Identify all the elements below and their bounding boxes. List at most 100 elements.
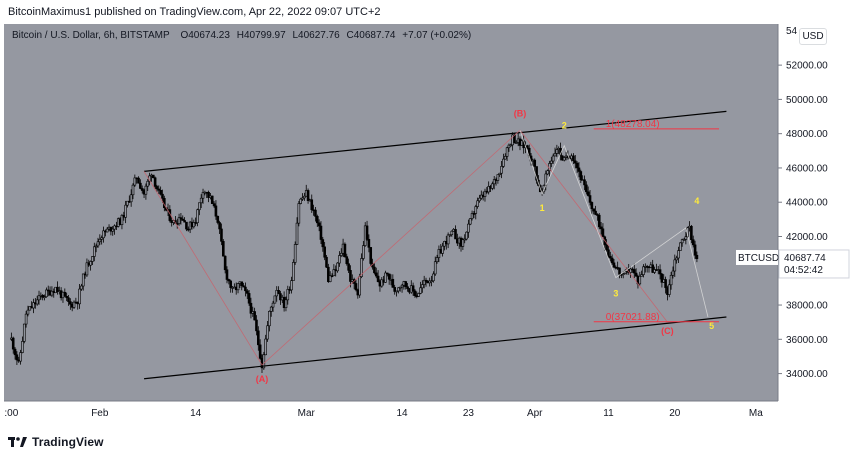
candle-body: [424, 279, 428, 282]
candle-body: [339, 252, 343, 256]
candle-body: [671, 270, 675, 276]
x-tick-label: 23: [463, 408, 475, 419]
candle-body: [41, 294, 45, 298]
candle-body: [67, 297, 70, 302]
candle-body: [667, 284, 671, 295]
candle-body: [266, 325, 269, 340]
candle-body: [89, 261, 92, 266]
candle-body: [690, 225, 693, 240]
x-tick-label: Apr: [527, 408, 543, 419]
candle-body: [487, 186, 490, 193]
last-price-value: 40687.74: [784, 253, 826, 264]
candle-body: [550, 160, 553, 164]
candle-body: [133, 177, 137, 186]
candle-body: [573, 160, 577, 164]
candle-body: [315, 216, 319, 224]
candle-body: [98, 238, 102, 243]
candle-body: [599, 226, 603, 230]
y-tick-label: 42000.00: [786, 232, 828, 243]
candle-body: [515, 142, 518, 144]
wave-label: 3: [613, 288, 618, 298]
candle-body: [91, 256, 94, 262]
candle-body: [502, 158, 505, 167]
candle-body: [210, 195, 214, 204]
chart-area[interactable]: 34000.0036000.0038000.0040000.0042000.00…: [0, 24, 850, 427]
candle-body: [269, 306, 273, 312]
candle-body: [306, 190, 310, 201]
candle-body: [601, 228, 605, 238]
candle-body: [677, 250, 680, 259]
candle-body: [139, 182, 142, 189]
candle-body: [96, 241, 100, 247]
candle-body: [229, 280, 232, 288]
candle-body: [93, 246, 96, 257]
y-tick-label: 36000.00: [786, 335, 828, 346]
x-tick-label: Ma: [749, 408, 763, 419]
candle-body: [196, 209, 199, 224]
candle-body: [374, 272, 378, 277]
candle-body: [400, 284, 404, 288]
candle-body: [463, 238, 467, 241]
candle-body: [491, 183, 494, 189]
candle-body: [81, 273, 85, 287]
candle-body: [496, 174, 500, 181]
candle-body: [432, 273, 435, 282]
tradingview-logo[interactable]: TradingView: [8, 434, 104, 450]
candle-body: [483, 190, 487, 197]
y-tick-label: 52000.00: [786, 61, 828, 72]
candle-body: [693, 244, 697, 256]
candle-body: [629, 268, 632, 273]
candle-body: [37, 295, 41, 301]
candle-body: [140, 188, 144, 191]
candle-body: [271, 302, 275, 308]
candle-body: [120, 215, 124, 226]
candle-body: [347, 263, 350, 271]
candle-body: [638, 275, 642, 285]
candle-body: [222, 241, 225, 257]
currency-button[interactable]: USD: [799, 28, 827, 45]
candle-body: [669, 274, 673, 286]
candle-body: [393, 287, 396, 292]
candle-body: [28, 306, 32, 311]
candle-body: [468, 218, 472, 225]
candle-body: [218, 222, 221, 230]
candle-body: [137, 177, 140, 184]
candle-body: [185, 221, 188, 230]
bar-countdown: 04:52:42: [784, 265, 823, 276]
candle-body: [605, 244, 608, 251]
candle-body: [220, 228, 223, 242]
candle-body: [126, 200, 129, 206]
candle-body: [327, 266, 330, 282]
open-label: O: [180, 30, 189, 41]
candle-body: [257, 330, 260, 346]
candle-body: [56, 286, 59, 292]
candle-body: [373, 266, 376, 274]
y-tick-label: 50000.00: [786, 95, 828, 106]
candle-body: [255, 319, 258, 332]
symbol-legend: Bitcoin / U.S. Dollar, 6h, BITSTAMP O406…: [12, 30, 471, 41]
channel-upper-line: [143, 110, 727, 172]
wave-label: 5: [709, 321, 714, 331]
high-value: 40799.97: [243, 30, 286, 41]
candle-body: [11, 337, 15, 350]
candle-body: [454, 229, 457, 240]
candle-body: [297, 203, 301, 224]
candle-body: [503, 156, 507, 160]
candle-body: [691, 239, 695, 246]
low-value: 40627.76: [298, 30, 340, 41]
candle-body: [585, 184, 588, 193]
x-tick-label: 14: [190, 408, 202, 419]
candle-body: [310, 199, 314, 211]
y-tick-label: 46000.00: [786, 163, 828, 174]
candle-body: [376, 275, 380, 282]
candle-body: [387, 273, 391, 280]
author-line: BitcoinMaximus1 published on TradingView…: [8, 6, 381, 18]
candle-body: [161, 193, 164, 199]
candle-body: [317, 222, 321, 227]
candle-body: [391, 278, 395, 288]
candle-body: [430, 280, 433, 283]
candle-body: [349, 270, 352, 282]
candle-body: [124, 204, 127, 218]
chart-svg[interactable]: 34000.0036000.0038000.0040000.0042000.00…: [0, 24, 850, 427]
candle-body: [146, 180, 150, 187]
